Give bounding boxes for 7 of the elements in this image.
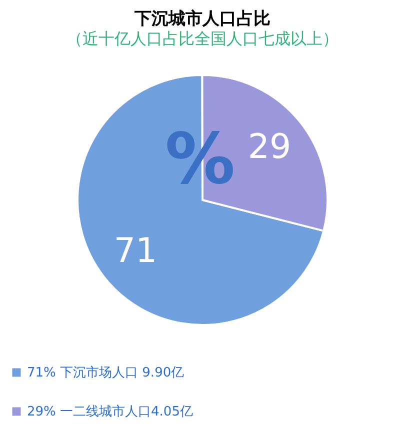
legend-label: 29% 一二线城市人口4.05亿 bbox=[27, 404, 193, 420]
data-label: 71 bbox=[114, 231, 158, 272]
chart-title: 下沉城市人口占比 bbox=[134, 9, 270, 29]
chart-subtitle: （近十亿人口占比全国人口七成以上） bbox=[66, 29, 338, 48]
pie-slice bbox=[76, 74, 325, 326]
legend-label: 71% 下沉市场人口 9.90亿 bbox=[27, 366, 184, 380]
data-label: 29 bbox=[248, 126, 292, 167]
